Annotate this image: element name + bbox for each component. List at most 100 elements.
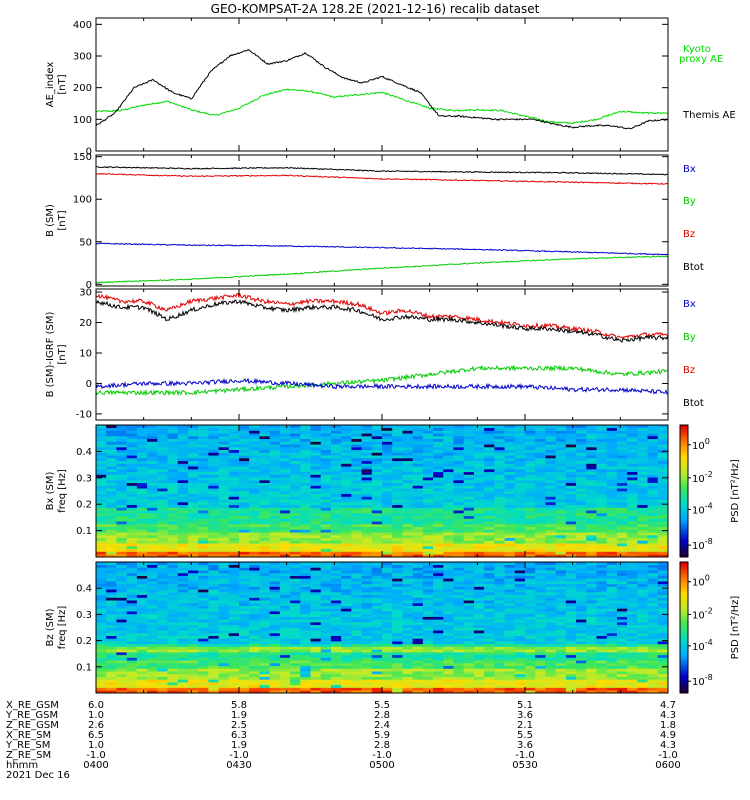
spectrogram-cell [361, 521, 373, 525]
spectrogram-cell [147, 425, 158, 429]
spectrogram-cell [218, 463, 230, 467]
spectrogram-cell [412, 535, 424, 539]
spectrogram-cell [514, 466, 526, 470]
spectrogram-cell [239, 687, 250, 691]
spectrogram-cell [279, 589, 291, 593]
spectrogram-cell [453, 425, 465, 429]
spectrogram-cell [647, 499, 659, 503]
spectrogram-cell [494, 526, 505, 530]
spectrogram-cell [494, 551, 505, 555]
spectrogram-cell [504, 499, 516, 503]
spectrogram-cell [279, 676, 291, 680]
spectrogram-cell [116, 682, 127, 686]
spectrogram-cell [392, 521, 403, 525]
spectrogram-cell [259, 627, 270, 631]
spectrogram-cell [371, 616, 383, 620]
spectrogram-cell [198, 477, 209, 481]
spectrogram-cell [300, 605, 311, 609]
spectrogram-cell [106, 554, 117, 558]
spectrogram-cell [351, 460, 362, 464]
spectrogram-cell [330, 485, 342, 489]
spectrogram-cell [198, 564, 209, 568]
spectrogram-cell [126, 469, 138, 473]
spectrogram-cell [576, 493, 587, 497]
spectrogram-cell [177, 551, 189, 555]
y-tick-label: 0.4 [76, 447, 92, 458]
spectrogram-cell [208, 488, 219, 492]
spectrogram-cell [555, 466, 567, 470]
spectrogram-cell [361, 589, 373, 593]
spectrogram-cell [198, 548, 209, 552]
spectrogram-cell [433, 548, 444, 552]
spectrogram-cell [330, 619, 342, 623]
spectrogram-cell [228, 518, 240, 522]
spectrogram-cell [177, 635, 189, 639]
spectrogram-cell [320, 433, 332, 437]
spectrogram-cell [239, 521, 250, 525]
spectrogram-cell [463, 529, 475, 533]
spectrogram-cell [555, 471, 567, 475]
spectrogram-cell [382, 535, 393, 539]
spectrogram-cell [535, 532, 546, 536]
spectrogram-cell [422, 654, 434, 658]
spectrogram-cell [392, 455, 403, 459]
spectrogram-cell [187, 543, 199, 547]
spectrogram-cell [320, 532, 332, 536]
spectrogram-cell [514, 474, 526, 478]
spectrogram-cell [341, 504, 352, 508]
spectrogram-cell [290, 507, 301, 511]
spectrogram-cell [422, 449, 434, 453]
spectrogram-cell [259, 482, 270, 486]
spectrogram-cell [228, 493, 240, 497]
spectrogram-cell [126, 657, 138, 661]
spectrogram-cell [637, 436, 648, 440]
spectrogram-cell [422, 665, 434, 669]
spectrogram-cell [147, 452, 158, 456]
spectrogram-cell [239, 529, 250, 533]
spectrogram-cell [126, 537, 138, 541]
spectrogram-cell [300, 602, 311, 606]
spectrogram-cell [504, 488, 516, 492]
spectrogram-cell [657, 521, 669, 525]
spectrogram-cell [371, 641, 383, 645]
spectrogram-cell [576, 477, 587, 481]
spectrogram-cell [361, 668, 373, 672]
spectrogram-cell [157, 518, 168, 522]
spectrogram-cell [259, 455, 270, 459]
spectrogram-cell [198, 630, 209, 634]
spectrogram-cell [484, 619, 495, 623]
spectrogram-cell [239, 449, 250, 453]
spectrogram-cell [657, 455, 669, 459]
spectrogram-cell [473, 654, 485, 658]
spectrogram-cell [484, 482, 495, 486]
spectrogram-cell [310, 630, 322, 634]
spectrogram-cell [116, 482, 127, 486]
spectrogram-cell [290, 474, 301, 478]
spectrogram-cell [167, 543, 179, 547]
spectrogram-cell [463, 646, 475, 650]
spectrogram-cell [136, 433, 148, 437]
spectrogram-cell [330, 474, 342, 478]
spectrogram-cell [279, 613, 291, 617]
spectrogram-cell [249, 638, 260, 642]
spectrogram-cell [239, 477, 250, 481]
spectrogram-cell [443, 611, 454, 615]
spectrogram-cell [616, 535, 628, 539]
spectrogram-cell [106, 496, 117, 500]
spectrogram-cell [198, 480, 209, 484]
spectrogram-cell [330, 654, 342, 658]
spectrogram-cell [106, 583, 117, 587]
spectrogram-cell [545, 524, 556, 528]
spectrogram-cell [616, 504, 628, 508]
spectrogram-cell [330, 477, 342, 481]
spectrogram-cell [637, 447, 648, 451]
spectrogram-cell [484, 589, 495, 593]
spectrogram-cell [361, 562, 373, 566]
spectrogram-cell [565, 477, 577, 481]
spectrogram-cell [126, 524, 138, 528]
spectrogram-cell [433, 562, 444, 566]
spectrogram-cell [565, 427, 577, 431]
spectrogram-cell [96, 690, 107, 694]
colorbar-swatch [680, 495, 688, 498]
spectrogram-cell [627, 447, 638, 451]
